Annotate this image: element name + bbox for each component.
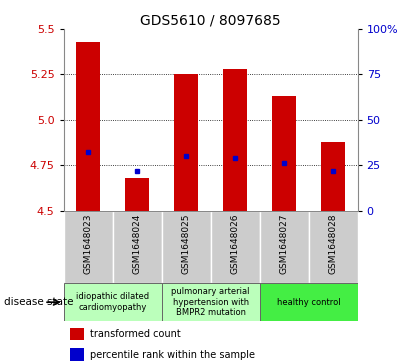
Text: percentile rank within the sample: percentile rank within the sample bbox=[90, 350, 255, 360]
Bar bbox=[125, 178, 150, 211]
Text: GSM1648028: GSM1648028 bbox=[328, 213, 337, 274]
Bar bbox=[69, 348, 84, 361]
Text: GSM1648024: GSM1648024 bbox=[133, 213, 142, 274]
Bar bbox=[260, 211, 309, 283]
Text: GSM1648023: GSM1648023 bbox=[84, 213, 93, 274]
Bar bbox=[76, 42, 100, 211]
Bar bbox=[309, 211, 358, 283]
Text: idiopathic dilated
cardiomyopathy: idiopathic dilated cardiomyopathy bbox=[76, 293, 149, 312]
Title: GDS5610 / 8097685: GDS5610 / 8097685 bbox=[140, 14, 281, 28]
Bar bbox=[113, 211, 162, 283]
Bar bbox=[272, 96, 296, 211]
Bar bbox=[223, 69, 247, 211]
Bar bbox=[260, 283, 358, 321]
Text: disease state: disease state bbox=[4, 297, 74, 307]
Bar bbox=[69, 327, 84, 340]
Bar bbox=[174, 74, 199, 211]
Bar bbox=[64, 283, 162, 321]
Bar bbox=[211, 211, 260, 283]
Text: GSM1648026: GSM1648026 bbox=[231, 213, 240, 274]
Text: GSM1648025: GSM1648025 bbox=[182, 213, 191, 274]
Text: pulmonary arterial
hypertension with
BMPR2 mutation: pulmonary arterial hypertension with BMP… bbox=[171, 287, 250, 317]
Text: healthy control: healthy control bbox=[277, 298, 340, 307]
Text: GSM1648027: GSM1648027 bbox=[279, 213, 289, 274]
Text: transformed count: transformed count bbox=[90, 329, 181, 339]
Bar bbox=[321, 142, 345, 211]
Bar bbox=[162, 283, 260, 321]
Bar bbox=[162, 211, 211, 283]
Bar bbox=[64, 211, 113, 283]
